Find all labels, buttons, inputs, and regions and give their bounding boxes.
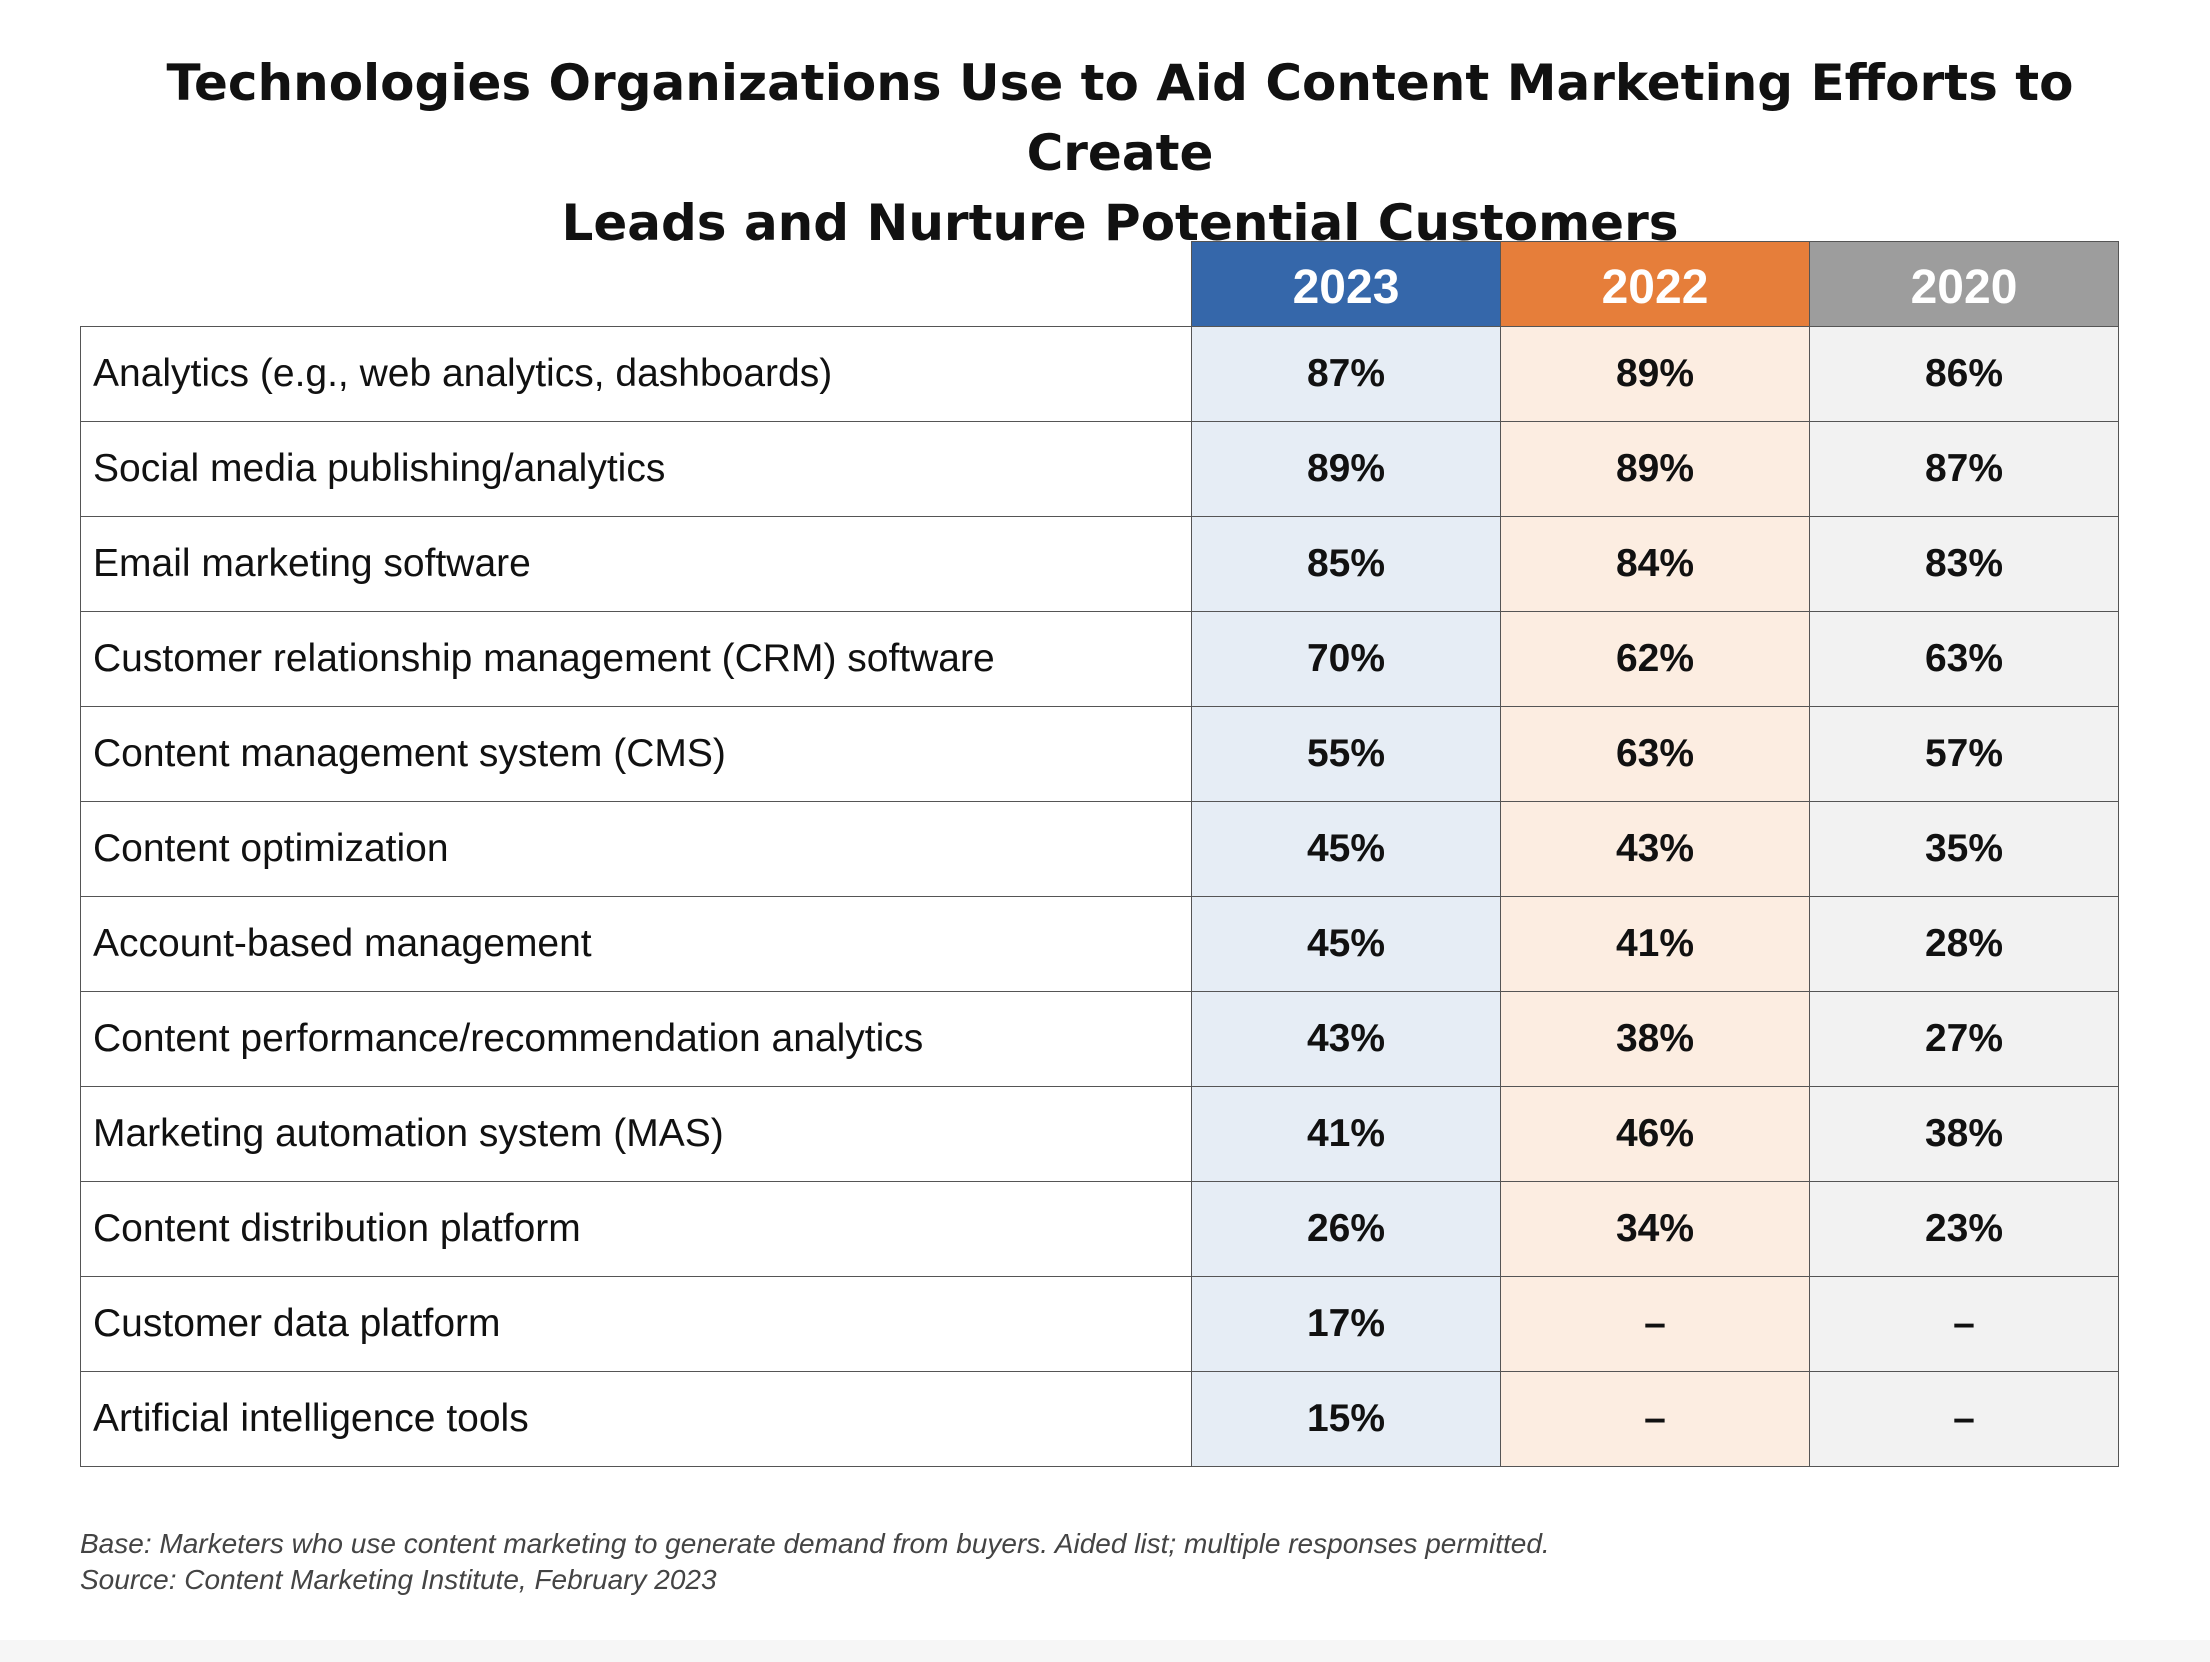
row-label: Customer data platform bbox=[80, 1276, 1192, 1372]
row-label: Email marketing software bbox=[80, 516, 1192, 612]
row-label: Content management system (CMS) bbox=[80, 706, 1192, 802]
chart-title: Technologies Organizations Use to Aid Co… bbox=[80, 48, 2160, 258]
value-cell-2022: 89% bbox=[1500, 421, 1810, 517]
footnote-base: Base: Marketers who use content marketin… bbox=[80, 1528, 1550, 1559]
technology-usage-table: 2023 2022 2020 Analytics (e.g., web anal… bbox=[80, 241, 2119, 1467]
value-cell-2020: 86% bbox=[1809, 326, 2119, 422]
value-cell-2023: 15% bbox=[1191, 1371, 1501, 1467]
row-label: Analytics (e.g., web analytics, dashboar… bbox=[80, 326, 1192, 422]
value-cell-2022: 34% bbox=[1500, 1181, 1810, 1277]
value-cell-2020: 83% bbox=[1809, 516, 2119, 612]
value-cell-2020: 28% bbox=[1809, 896, 2119, 992]
chart-title-line-1: Technologies Organizations Use to Aid Co… bbox=[166, 54, 2074, 182]
value-cell-2023: 41% bbox=[1191, 1086, 1501, 1182]
value-cell-2022: 63% bbox=[1500, 706, 1810, 802]
table-row: Marketing automation system (MAS) 41% 46% 3… bbox=[80, 1086, 2119, 1182]
row-label: Marketing automation system (MAS) bbox=[80, 1086, 1192, 1182]
row-label: Social media publishing/analytics bbox=[80, 421, 1192, 517]
value-cell-2023: 89% bbox=[1191, 421, 1501, 517]
value-cell-2023: 43% bbox=[1191, 991, 1501, 1087]
value-cell-2022: – bbox=[1500, 1371, 1810, 1467]
value-cell-2023: 85% bbox=[1191, 516, 1501, 612]
value-cell-2022: 43% bbox=[1500, 801, 1810, 897]
row-label: Content distribution platform bbox=[80, 1181, 1192, 1277]
table-body: Analytics (e.g., web analytics, dashboar… bbox=[80, 326, 2119, 1467]
value-cell-2023: 87% bbox=[1191, 326, 1501, 422]
value-cell-2022: 84% bbox=[1500, 516, 1810, 612]
column-header-2022: 2022 bbox=[1500, 241, 1810, 327]
value-cell-2023: 45% bbox=[1191, 896, 1501, 992]
value-cell-2022: 38% bbox=[1500, 991, 1810, 1087]
value-cell-2022: – bbox=[1500, 1276, 1810, 1372]
table-header: 2023 2022 2020 bbox=[80, 241, 2119, 327]
table-row: Content management system (CMS) 55% 63% 57% bbox=[80, 706, 2119, 802]
row-label: Content optimization bbox=[80, 801, 1192, 897]
table-row: Customer data platform 17% – – bbox=[80, 1276, 2119, 1372]
row-label: Account-based management bbox=[80, 896, 1192, 992]
value-cell-2020: 87% bbox=[1809, 421, 2119, 517]
row-label: Artificial intelligence tools bbox=[80, 1371, 1192, 1467]
value-cell-2022: 62% bbox=[1500, 611, 1810, 707]
footnotes: Base: Marketers who use content marketin… bbox=[80, 1526, 1550, 1598]
table-row: Content optimization 45% 43% 35% bbox=[80, 801, 2119, 897]
value-cell-2020: 38% bbox=[1809, 1086, 2119, 1182]
table-row: Analytics (e.g., web analytics, dashboar… bbox=[80, 326, 2119, 422]
row-label: Content performance/recommendation analy… bbox=[80, 991, 1192, 1087]
table-row: Content performance/recommendation analy… bbox=[80, 991, 2119, 1087]
table-row: Customer relationship management (CRM) s… bbox=[80, 611, 2119, 707]
value-cell-2022: 89% bbox=[1500, 326, 1810, 422]
value-cell-2020: – bbox=[1809, 1276, 2119, 1372]
value-cell-2023: 70% bbox=[1191, 611, 1501, 707]
table-row: Artificial intelligence tools 15% – – bbox=[80, 1371, 2119, 1467]
header-row: 2023 2022 2020 bbox=[80, 241, 2119, 327]
value-cell-2020: 63% bbox=[1809, 611, 2119, 707]
value-cell-2020: 57% bbox=[1809, 706, 2119, 802]
value-cell-2020: 23% bbox=[1809, 1181, 2119, 1277]
column-header-2023: 2023 bbox=[1191, 241, 1501, 327]
value-cell-2023: 45% bbox=[1191, 801, 1501, 897]
column-header-2020: 2020 bbox=[1809, 241, 2119, 327]
row-label: Customer relationship management (CRM) s… bbox=[80, 611, 1192, 707]
table-row: Account-based management 45% 41% 28% bbox=[80, 896, 2119, 992]
header-blank-cell bbox=[80, 241, 1192, 327]
value-cell-2023: 55% bbox=[1191, 706, 1501, 802]
bottom-strip bbox=[0, 1640, 2210, 1662]
value-cell-2020: 35% bbox=[1809, 801, 2119, 897]
table-row: Social media publishing/analytics 89% 89% 8… bbox=[80, 421, 2119, 517]
value-cell-2020: 27% bbox=[1809, 991, 2119, 1087]
table-row: Email marketing software 85% 84% 83% bbox=[80, 516, 2119, 612]
value-cell-2020: – bbox=[1809, 1371, 2119, 1467]
value-cell-2022: 41% bbox=[1500, 896, 1810, 992]
value-cell-2022: 46% bbox=[1500, 1086, 1810, 1182]
table-row: Content distribution platform 26% 34% 23% bbox=[80, 1181, 2119, 1277]
footnote-source: Source: Content Marketing Institute, Feb… bbox=[80, 1564, 717, 1595]
value-cell-2023: 26% bbox=[1191, 1181, 1501, 1277]
value-cell-2023: 17% bbox=[1191, 1276, 1501, 1372]
